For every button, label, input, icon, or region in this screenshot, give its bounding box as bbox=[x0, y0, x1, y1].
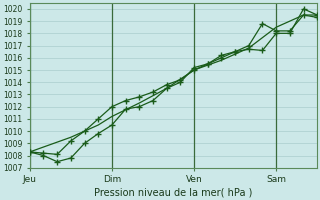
X-axis label: Pression niveau de la mer( hPa ): Pression niveau de la mer( hPa ) bbox=[94, 187, 253, 197]
